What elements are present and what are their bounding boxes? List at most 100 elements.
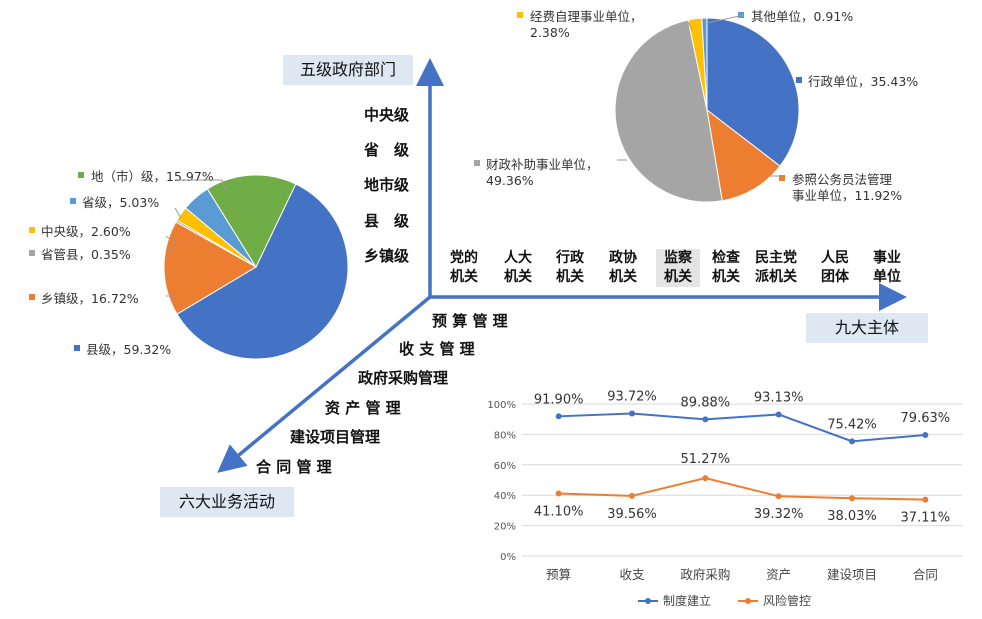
y-tick-label: 40%: [494, 491, 516, 502]
body-label: 事业 单位: [873, 250, 901, 285]
level-label: 乡镇级: [364, 247, 410, 265]
pie-slice: [701, 17, 708, 111]
body-label: 人民 团体: [821, 250, 849, 285]
body-label: 人大 机关: [504, 250, 532, 285]
level-label: 县 级: [364, 212, 410, 230]
legend-marker: [645, 598, 651, 604]
pie-label-marker: [74, 345, 80, 351]
legend-label: 制度建立: [663, 593, 711, 608]
body-label: 监察 机关: [656, 249, 700, 287]
pie-leader-line: [706, 14, 745, 24]
pie-label: 县级，59.32%: [86, 342, 171, 357]
data-point: [849, 438, 855, 445]
data-label: 39.32%: [754, 507, 804, 522]
pie-label-marker: [796, 77, 802, 83]
pie-label-marker: [29, 227, 35, 233]
y-tick-label: 80%: [494, 430, 516, 441]
pie-label: 参照公务员法管理事业单位，11.92%: [792, 172, 902, 203]
data-point: [922, 431, 929, 438]
pie-label-marker: [779, 175, 785, 181]
pie-label-marker: [474, 160, 480, 166]
data-label: 38.03%: [827, 509, 877, 524]
body-label: 党的 机关: [450, 250, 478, 285]
pie-label-marker: [78, 172, 84, 178]
pie-label-marker: [70, 198, 76, 204]
vertical-axis-label: 五级政府部门: [283, 55, 413, 85]
pie-slice: [614, 19, 723, 203]
data-label: 89.88%: [681, 395, 731, 410]
pie-leader-line: [687, 21, 693, 31]
activity-label: 收 支 管 理: [399, 340, 475, 358]
pie-slice: [706, 108, 781, 202]
pie-slice: [176, 183, 349, 360]
pie-label-marker: [29, 294, 35, 300]
body-label: 政协 机关: [609, 250, 637, 285]
activity-label: 预 算 管 理: [432, 312, 508, 330]
data-point: [555, 413, 562, 420]
data-label: 79.63%: [901, 411, 951, 426]
horizontal-axis-label: 九大主体: [806, 313, 928, 343]
pie-label: 省管县，0.35%: [41, 247, 131, 262]
y-tick-label: 60%: [494, 461, 516, 472]
y-tick-label: 0%: [500, 552, 516, 563]
data-label: 41.10%: [534, 505, 584, 520]
data-label: 93.13%: [754, 390, 804, 405]
pie-label-marker: [738, 12, 744, 18]
pie-label: 中央级，2.60%: [41, 224, 131, 239]
data-point: [775, 493, 782, 500]
x-tick-label: 预算: [546, 567, 571, 582]
pie-label: 财政补助事业单位， 49.36%: [486, 157, 599, 188]
body-label: 民主党 派机关: [755, 250, 797, 285]
pie-slice: [206, 174, 297, 269]
data-point: [775, 411, 782, 418]
pie-slice: [163, 221, 257, 315]
data-point: [629, 410, 635, 417]
data-point: [702, 416, 709, 423]
diagonal-axis-label: 六大业务活动: [160, 487, 294, 517]
data-point: [555, 490, 562, 497]
data-label: 75.42%: [827, 417, 877, 432]
series-line: [558, 477, 926, 501]
data-label: 51.27%: [681, 452, 731, 467]
x-tick-label: 政府采购: [680, 567, 730, 582]
pie-label: 行政单位，35.43%: [808, 74, 918, 89]
data-label: 91.90%: [534, 392, 584, 407]
data-point: [922, 496, 929, 503]
data-point: [629, 492, 635, 499]
pie-label: 省级，5.03%: [82, 195, 159, 210]
data-point: [702, 475, 709, 482]
diagonal-axis-arrow: [217, 295, 432, 473]
pie-label: 经费自理事业单位， 2.38%: [530, 9, 643, 40]
pie-leader-line: [174, 207, 182, 219]
pie-leader-line: [165, 247, 174, 253]
y-tick-label: 20%: [494, 522, 516, 533]
pie-label-marker: [517, 12, 523, 18]
level-label: 中央级: [364, 106, 410, 124]
activity-label: 资 产 管 理: [325, 399, 401, 417]
data-label: 39.56%: [607, 507, 657, 522]
pie-label: 乡镇级，16.72%: [41, 291, 139, 306]
pie-leader-line: [176, 179, 226, 191]
x-tick-label: 合同: [913, 567, 938, 582]
pie-label-marker: [29, 250, 35, 256]
activity-label: 政府采购管理: [358, 369, 449, 387]
data-point: [849, 495, 855, 502]
data-label: 93.72%: [607, 390, 657, 405]
x-tick-label: 收支: [619, 567, 645, 582]
activity-label: 建设项目管理: [290, 428, 381, 446]
legend-marker: [745, 598, 751, 604]
activity-label: 合 同 管 理: [256, 458, 332, 476]
pie-slice: [706, 17, 800, 167]
pie-label: 其他单位，0.91%: [751, 9, 853, 24]
pie-leader-line: [165, 235, 176, 244]
x-tick-label: 资产: [766, 567, 791, 582]
body-label: 检查 机关: [712, 250, 740, 285]
body-label: 行政 机关: [556, 250, 584, 285]
level-label: 地市级: [364, 176, 410, 194]
x-tick-label: 建设项目: [827, 567, 877, 582]
